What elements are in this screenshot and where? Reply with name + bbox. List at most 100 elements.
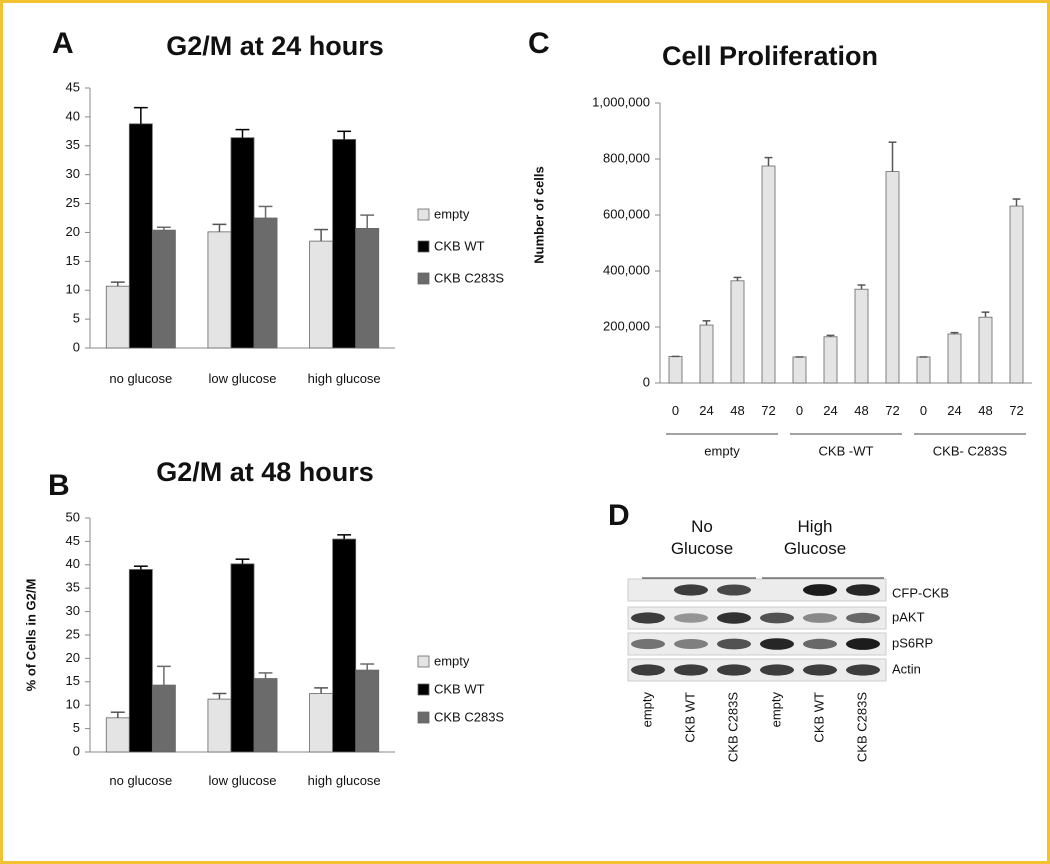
lane-label: CKB WT [811, 692, 826, 743]
row-label: CFP-CKB [892, 585, 949, 600]
bar [792, 356, 807, 384]
y-tick-label: 0 [73, 339, 80, 354]
blot-band [717, 612, 751, 624]
x-tick-label: high glucose [307, 371, 381, 386]
y-tick-label: 30 [66, 166, 80, 181]
bar [309, 240, 334, 349]
y-tick-label: 40 [66, 108, 80, 123]
bar [128, 569, 153, 753]
x-tick-label: 0 [919, 403, 928, 418]
blot-band [631, 664, 665, 676]
lane-label: empty [639, 692, 654, 728]
y-tick-label: 10 [66, 282, 80, 297]
y-tick-label: 200,000 [603, 318, 650, 333]
row-label: Actin [892, 661, 921, 676]
y-tick-label: 50 [66, 509, 80, 524]
row-label: pS6RP [892, 635, 933, 650]
bar [253, 678, 278, 753]
blot-band [760, 664, 794, 676]
bar [1009, 205, 1024, 384]
blot-band [803, 584, 837, 596]
y-tick-label: 5 [73, 311, 80, 326]
x-tick-label: no glucose [109, 773, 173, 788]
bar [230, 563, 255, 753]
y-tick-label: 400,000 [603, 262, 650, 277]
y-tick-label: 45 [66, 533, 80, 548]
x-tick-label: 72 [761, 403, 776, 418]
lane-label: CKB C283S [854, 692, 869, 762]
group-label: CKB- C283S [933, 443, 1008, 458]
x-tick-label: 0 [795, 403, 804, 418]
panel-label: A [52, 27, 74, 60]
y-tick-label: 20 [66, 650, 80, 665]
x-tick-label: 72 [885, 403, 900, 418]
lane-label: CKB WT [682, 692, 697, 743]
blot-band [674, 639, 708, 649]
y-tick-label: 1,000,000 [592, 94, 650, 109]
legend-swatch [417, 683, 430, 696]
blot-band [717, 584, 751, 596]
y-tick-label: 5 [73, 720, 80, 735]
bar [309, 693, 334, 753]
x-tick-label: low glucose [208, 371, 277, 386]
bar [823, 336, 838, 384]
blot-band [803, 613, 837, 623]
bar [105, 285, 130, 349]
blot-band [674, 613, 708, 623]
bar [128, 123, 153, 349]
group-label: CKB -WT [819, 443, 874, 458]
blot-band [846, 664, 880, 676]
legend-swatch [417, 272, 430, 285]
condition-label: High Glucose [783, 517, 847, 558]
blot-band [760, 638, 794, 650]
panel-label: C [528, 27, 550, 60]
blot-band [717, 664, 751, 676]
lane-label: CKB C283S [725, 692, 740, 762]
y-tick-label: 25 [66, 626, 80, 641]
y-tick-label: 35 [66, 137, 80, 152]
bar [668, 355, 683, 384]
legend-label: CKB WT [434, 681, 485, 696]
bar [332, 139, 357, 349]
bar [761, 165, 776, 384]
panel-label: D [608, 499, 630, 532]
bar [355, 227, 380, 349]
chart-title: G2/M at 48 hours [156, 457, 374, 487]
bar [151, 684, 176, 753]
chart-title: Cell Proliferation [662, 41, 878, 71]
panel-label: B [48, 469, 70, 502]
x-tick-label: 48 [978, 403, 993, 418]
blot-band [803, 664, 837, 676]
y-tick-label: 30 [66, 603, 80, 618]
bar [207, 231, 232, 349]
y-axis-label: Number of cells [531, 166, 546, 264]
x-tick-label: no glucose [109, 371, 173, 386]
blot-band [674, 664, 708, 676]
y-tick-label: 600,000 [603, 206, 650, 221]
bar [253, 217, 278, 349]
x-tick-label: 24 [699, 403, 714, 418]
y-tick-label: 0 [73, 743, 80, 758]
blot-band [631, 638, 665, 650]
legend-swatch [417, 711, 430, 724]
lane-label: empty [768, 692, 783, 728]
blot-band [631, 612, 665, 624]
blot-strip [627, 632, 887, 656]
bar [885, 171, 900, 384]
bar [207, 698, 232, 753]
bar [151, 229, 176, 349]
blot-band [717, 638, 751, 650]
y-tick-label: 20 [66, 224, 80, 239]
legend-swatch [417, 240, 430, 253]
y-tick-label: 15 [66, 253, 80, 268]
y-axis-label: % of Cells in G2/M [23, 579, 38, 692]
y-tick-label: 35 [66, 580, 80, 595]
x-tick-label: 48 [854, 403, 869, 418]
bar [355, 669, 380, 753]
group-label: empty [704, 443, 740, 458]
y-tick-label: 45 [66, 79, 80, 94]
bar [730, 280, 745, 384]
